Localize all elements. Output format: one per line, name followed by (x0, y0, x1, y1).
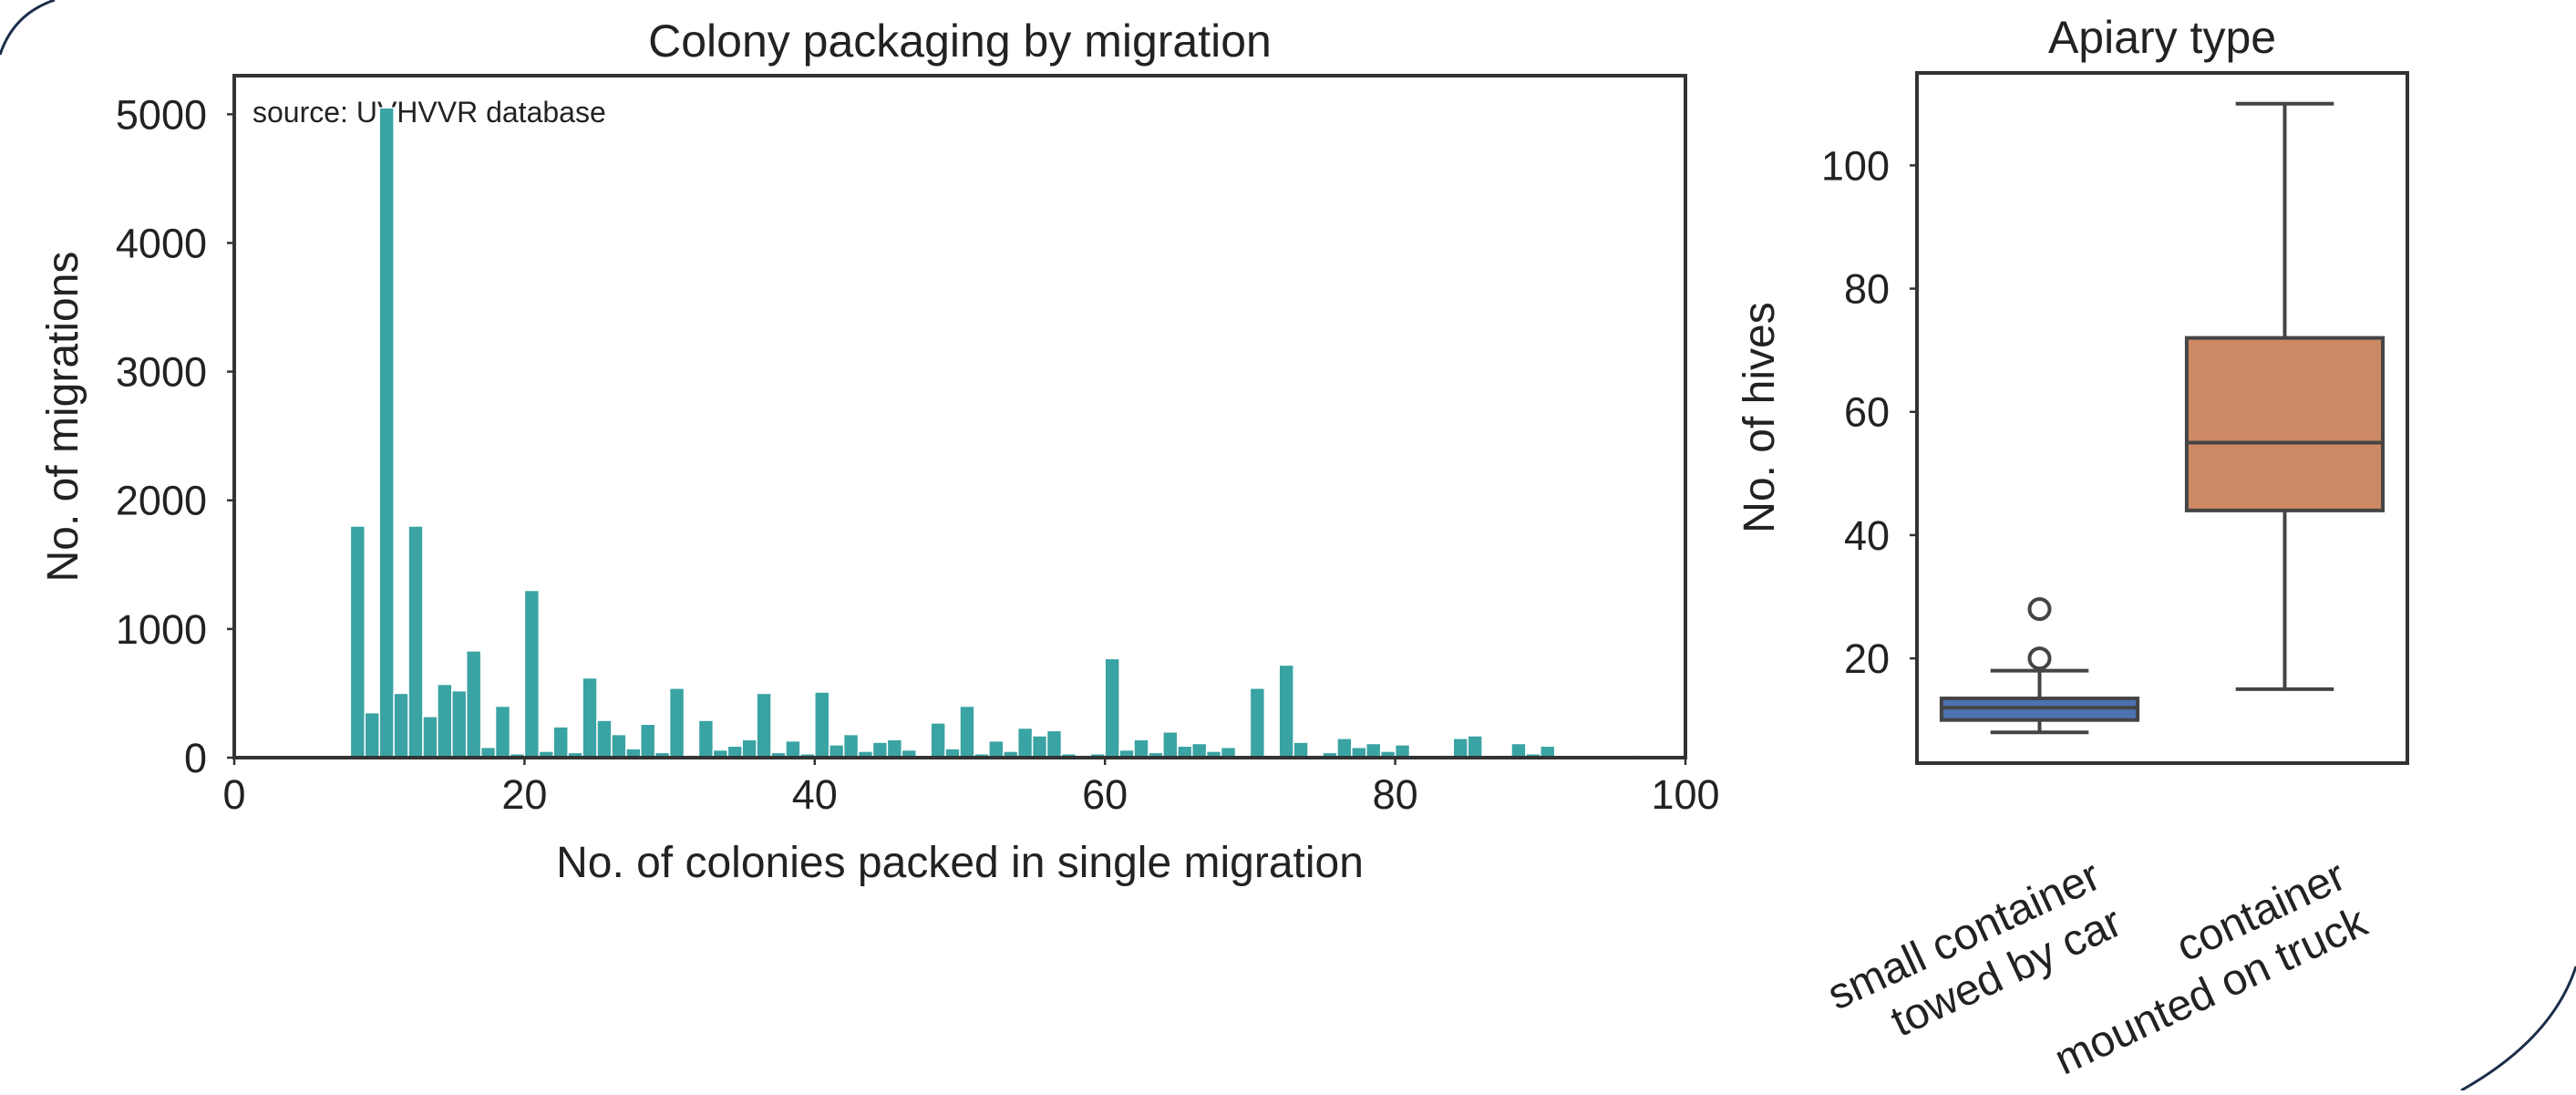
histogram-bar (1104, 657, 1120, 759)
histogram-bar (842, 733, 860, 759)
histogram-bar (886, 739, 903, 759)
boxplot-elements (1939, 101, 2385, 735)
corner-arc-bottom-right (2460, 966, 2576, 1092)
histogram-bar (741, 739, 757, 759)
histogram-bar (640, 723, 656, 759)
y-tick-label: 40 (1844, 512, 1890, 559)
histogram-bar (814, 691, 830, 759)
histogram-bar (611, 733, 627, 759)
histogram-bar (668, 687, 685, 759)
box-iqr (2184, 336, 2385, 512)
boxplot-y-axis-label: No. of hives (1736, 302, 1784, 532)
histogram-bar (1365, 742, 1382, 759)
histogram-bar (785, 739, 801, 759)
histogram-bar (349, 525, 366, 759)
histogram-bar (451, 689, 468, 759)
x-tick-label: 0 (222, 771, 245, 818)
histogram-bar (828, 744, 845, 759)
histogram-bar (523, 589, 541, 759)
y-tick-label: 1000 (116, 606, 207, 653)
histogram-bar (1336, 738, 1353, 759)
histogram-bar (1452, 738, 1468, 759)
x-tick-label: 100 (1651, 771, 1719, 818)
histogram-bar (930, 722, 946, 759)
histogram-bar (364, 711, 380, 759)
histogram-bar (1293, 741, 1309, 759)
histogram-bar (437, 683, 453, 759)
boxplot-frame (1915, 71, 2409, 765)
histogram-y-ticks: 0 1000 2000 3000 4000 5000 (116, 91, 234, 781)
x-tick-label: 20 (501, 771, 547, 818)
histogram-bar (407, 525, 424, 759)
histogram-title: Colony packaging by migration (648, 15, 1272, 67)
histogram-bar (988, 739, 1005, 759)
histogram-bar (393, 692, 409, 759)
y-tick-label: 3000 (116, 349, 207, 396)
histogram-bar (871, 741, 889, 759)
corner-arc-top-left (0, 0, 56, 56)
x-tick-label: 80 (1373, 771, 1418, 818)
y-tick-label: 0 (184, 735, 207, 781)
histogram-bar (378, 107, 395, 759)
histogram-bar (1510, 742, 1527, 759)
histogram-bar (1046, 729, 1063, 759)
y-tick-label: 60 (1844, 389, 1890, 436)
histogram-bar (1278, 664, 1294, 759)
histogram-bar (596, 719, 613, 759)
histogram-bar (465, 650, 482, 759)
histogram-bar (1016, 727, 1034, 759)
histogram-bars (349, 107, 1643, 759)
histogram-bar (1133, 739, 1149, 759)
y-tick-label: 80 (1844, 266, 1890, 313)
boxplot-y-ticks: 20 40 60 80 100 (1821, 142, 1917, 682)
histogram-bar (1467, 735, 1483, 759)
boxplot-title: Apiary type (2048, 12, 2276, 63)
histogram-bar (1249, 687, 1266, 759)
y-tick-label: 5000 (116, 91, 207, 138)
histogram-bar (582, 677, 598, 759)
histogram-x-ticks: 0 20 40 60 80 100 (222, 758, 1720, 818)
histogram-panel: Colony packaging by migration source: UV… (39, 15, 1720, 887)
histogram-bar (697, 719, 715, 759)
histogram-bar (959, 705, 975, 759)
histogram-bar (422, 716, 438, 759)
outlier-point (2027, 597, 2052, 622)
y-tick-label: 2000 (116, 478, 207, 524)
y-tick-label: 20 (1844, 635, 1890, 682)
histogram-annotation: source: UVHVVR database (252, 96, 606, 129)
box-2 (2184, 101, 2385, 691)
boxplot-category-labels: small containertowed by car containermoun… (1820, 852, 2375, 1085)
histogram-bar (1190, 742, 1208, 759)
histogram-y-axis-label: No. of migrations (39, 252, 88, 583)
x-tick-label: 40 (792, 771, 838, 818)
outlier-point (2027, 646, 2052, 671)
box-1 (1939, 597, 2140, 735)
histogram-bar (552, 726, 569, 759)
x-tick-label: 60 (1082, 771, 1128, 818)
histogram-bar (494, 705, 511, 759)
boxplot-panel: Apiary type 20 40 60 80 100 No. of hives sma… (1736, 12, 2409, 1085)
histogram-bar (1394, 744, 1411, 759)
y-tick-label: 4000 (116, 220, 207, 266)
histogram-frame (232, 74, 1687, 759)
histogram-bar (1031, 735, 1048, 759)
histogram-bar (756, 692, 772, 759)
histogram-bar (1162, 731, 1179, 759)
y-tick-label: 100 (1821, 142, 1890, 189)
histogram-x-axis-label: No. of colonies packed in single migrati… (556, 839, 1364, 887)
